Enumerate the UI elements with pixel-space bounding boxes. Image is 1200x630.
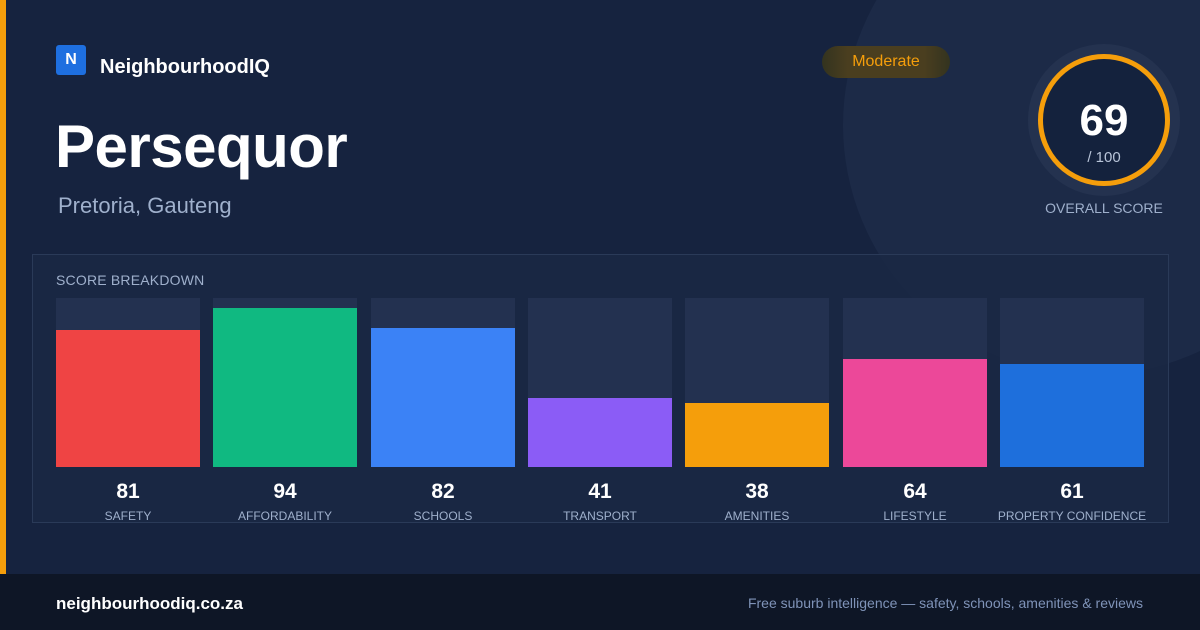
score-bar-lifestyle: 64 LIFESTYLE (843, 255, 987, 524)
bar-value: 82 (431, 480, 455, 503)
bar-value: 94 (273, 480, 297, 503)
bar-fill (213, 308, 357, 467)
bar-value: 61 (1060, 480, 1084, 503)
logo-icon: N (56, 45, 86, 75)
bar-fill (56, 330, 200, 467)
bar-fill (1000, 364, 1144, 467)
suburb-location: Pretoria, Gauteng (58, 193, 232, 218)
bar-track (213, 298, 357, 467)
bar-fill (371, 328, 515, 467)
share-card: N NeighbourhoodIQ Persequor Pretoria, Ga… (0, 0, 1180, 574)
score-bar-amenities: 38 AMENITIES (685, 255, 829, 524)
score-bar-affordability: 94 AFFORDABILITY (213, 255, 357, 524)
bar-label: PROPERTY CONFIDENCE (997, 509, 1147, 523)
bar-fill (843, 359, 987, 467)
overall-score-max: / 100 (1087, 149, 1121, 166)
breakdown-title: SCORE BREAKDOWN (56, 272, 205, 288)
bar-value: 64 (903, 480, 927, 503)
bar-track (843, 298, 987, 467)
brand[interactable]: N NeighbourhoodIQ (56, 45, 270, 78)
bar-track (56, 298, 200, 467)
footer-tagline: Free suburb intelligence — safety, schoo… (747, 595, 1143, 611)
score-bar-schools: 82 SCHOOLS (371, 255, 515, 524)
footer: neighbourhoodiq.co.za Free suburb intell… (0, 574, 1200, 630)
bar-fill (528, 398, 672, 467)
bar-label: SAFETY (104, 509, 152, 523)
overall-score-value: 69 (1079, 96, 1129, 145)
score-breakdown-panel: SCORE BREAKDOWN 81 SAFETY 94 AFFORDABILITY 8… (32, 254, 1169, 523)
bar-label: AFFORDABILITY (237, 509, 332, 523)
bar-label: TRANSPORT (563, 509, 637, 523)
score-bar-property-confidence: 61 PROPERTY CONFIDENCE (998, 255, 1146, 524)
page-title: Persequor (55, 113, 348, 180)
footer-domain-link[interactable]: neighbourhoodiq.co.za (56, 594, 243, 613)
bar-fill (685, 403, 829, 467)
brand-name: NeighbourhoodIQ (100, 55, 270, 78)
rating-badge: Moderate (822, 46, 950, 78)
bar-track (371, 298, 515, 467)
bar-label: SCHOOLS (413, 509, 473, 523)
bar-value: 41 (588, 480, 612, 503)
bar-label: LIFESTYLE (883, 509, 947, 523)
score-ring-border: 69 / 100 (1038, 54, 1170, 186)
overall-score-ring: 69 / 100 (1028, 44, 1180, 196)
bar-track (1000, 298, 1144, 467)
bar-value: 38 (745, 480, 769, 503)
bar-track (685, 298, 829, 467)
bar-label: AMENITIES (724, 509, 790, 523)
score-bar-safety: 81 SAFETY (56, 255, 200, 524)
score-bar-transport: 41 TRANSPORT (528, 255, 672, 524)
overall-score-caption: OVERALL SCORE (1045, 200, 1163, 216)
accent-stripe (0, 0, 6, 574)
bar-value: 81 (116, 480, 140, 503)
bar-track (528, 298, 672, 467)
